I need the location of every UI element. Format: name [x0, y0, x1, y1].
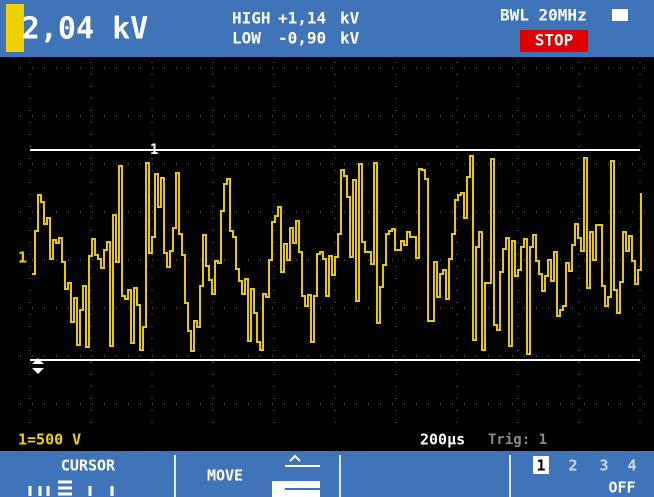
off-button[interactable]: OFF: [608, 479, 635, 497]
low-unit: kV: [340, 29, 360, 48]
high-unit: kV: [340, 9, 360, 28]
low-label: LOW: [232, 29, 261, 48]
trigger: Trig: 1: [488, 432, 547, 448]
bandwidth: BWL 20MHz: [500, 6, 587, 25]
channel-4[interactable]: 4: [627, 457, 636, 475]
channel-icon: [6, 4, 24, 52]
waveform: [32, 155, 642, 355]
reading: 2,04 kV: [22, 12, 148, 47]
high-label: HIGH: [232, 9, 271, 28]
channel-marker: 1: [18, 249, 27, 267]
channel-3[interactable]: 3: [599, 457, 608, 475]
status: STOP: [535, 31, 574, 50]
battery-icon: [612, 9, 628, 21]
scale: 1=500 V: [18, 431, 81, 449]
low-value: -0,90: [278, 29, 326, 48]
high-value: +1,14: [278, 9, 326, 28]
cursor-marker: 1: [150, 142, 158, 158]
cursor-icons: [28, 480, 114, 496]
grid: [20, 62, 650, 425]
move-button[interactable]: MOVE: [207, 467, 243, 485]
channel-1[interactable]: 1: [536, 457, 545, 475]
channel-2[interactable]: 2: [568, 457, 577, 475]
status-bg: [520, 30, 588, 52]
timebase: 200µs: [420, 431, 465, 449]
cursor-button[interactable]: CURSOR: [61, 457, 116, 475]
channel-1-selected: [533, 456, 549, 474]
cursor-arrows: [32, 358, 44, 374]
